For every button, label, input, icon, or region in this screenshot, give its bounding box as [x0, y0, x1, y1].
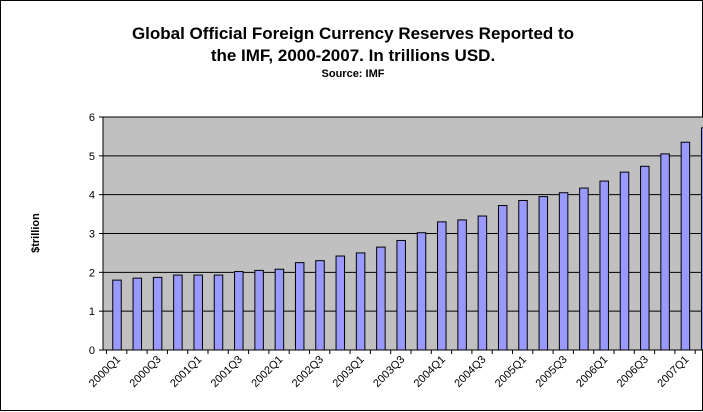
bar-2002Q2 [294, 262, 305, 351]
x-tick-label: 2000Q3 [128, 354, 164, 390]
bar-2002Q4 [335, 255, 346, 351]
x-tick-label: 2000Q1 [87, 354, 123, 390]
bar-2007Q2 [700, 127, 703, 351]
x-tick-label: 2004Q1 [412, 354, 448, 390]
y-axis-ticks: 0 1 2 3 4 5 6 [89, 112, 103, 357]
bar-2005Q2 [538, 196, 549, 351]
bar-2001Q4 [254, 269, 264, 351]
bar-2002Q1 [274, 268, 285, 351]
bar-2000Q4 [173, 274, 183, 351]
x-tick-label: 2004Q3 [452, 354, 488, 390]
bar-2003Q3 [396, 239, 406, 351]
bar-2001Q2 [213, 274, 224, 351]
bar-2002Q3 [315, 260, 325, 351]
bar-2003Q1 [355, 252, 366, 351]
y-tick-label: 6 [89, 112, 95, 124]
bar-2004Q3 [477, 215, 488, 351]
x-tick-label: 2007Q1 [655, 354, 691, 390]
bar-2003Q4 [416, 232, 427, 351]
x-tick-label: 2006Q1 [574, 354, 610, 390]
bar-2003Q2 [376, 246, 386, 351]
bar-2007Q1 [680, 141, 691, 351]
chart-subtitle: Source: IMF [322, 68, 385, 80]
x-tick-label: 2002Q1 [249, 354, 285, 390]
y-tick-label: 0 [89, 345, 95, 357]
x-tick-label: 2005Q3 [534, 354, 570, 390]
x-tick-label: 2003Q3 [371, 354, 407, 390]
chart-title-line-1: Global Official Foreign Currency Reserve… [132, 24, 574, 43]
chart-title-line-2: the IMF, 2000-2007. In trillions USD. [211, 46, 495, 65]
bar-2006Q2 [619, 171, 630, 351]
bar-2004Q2 [457, 219, 467, 351]
x-tick-label: 2002Q3 [290, 354, 326, 390]
bar-2000Q3 [152, 276, 163, 351]
bar-2000Q1 [112, 279, 122, 351]
x-tick-label: 2006Q3 [615, 354, 651, 390]
bar-2006Q1 [599, 180, 609, 351]
bar-2000Q2 [132, 277, 143, 351]
bar-2004Q4 [497, 205, 508, 351]
bar-2005Q1 [518, 199, 528, 351]
x-tick-label: 2005Q1 [493, 354, 529, 390]
x-tick-label: 2003Q1 [331, 354, 367, 390]
bar-2001Q3 [234, 271, 244, 351]
y-tick-label: 5 [89, 151, 95, 163]
bar-2004Q1 [437, 221, 447, 351]
y-tick-label: 4 [89, 190, 95, 202]
bar-2001Q1 [193, 274, 203, 351]
bar-2005Q3 [558, 192, 569, 351]
y-tick-label: 2 [89, 267, 95, 279]
bar-2006Q3 [640, 165, 650, 351]
x-tick-label: 2001Q1 [168, 354, 204, 390]
x-axis-ticks: 2000Q1 2000Q3 2001Q1 2001Q3 2002Q1 2002Q3 2003… [87, 350, 696, 390]
x-tick-label: 2001Q3 [209, 354, 245, 390]
bar-2006Q4 [660, 153, 670, 351]
y-tick-label: 1 [89, 306, 95, 318]
y-tick-label: 3 [89, 229, 95, 241]
bar-2005Q4 [579, 187, 589, 351]
y-axis-label: $trillion [30, 213, 42, 253]
